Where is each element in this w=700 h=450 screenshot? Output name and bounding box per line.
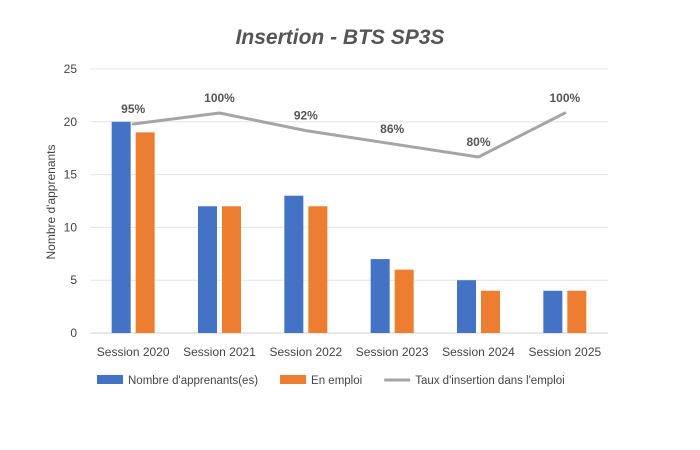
- bar-apprenants: [543, 290, 563, 333]
- legend-label: Nombre d'apprenants(es): [128, 375, 258, 387]
- rate-data-label: 100%: [204, 91, 235, 105]
- rate-data-label: 92%: [294, 109, 318, 123]
- rate-data-label: 100%: [549, 91, 580, 105]
- bars: [111, 121, 587, 333]
- x-tick-label: Session 2025: [528, 345, 601, 359]
- grid-lines: [90, 68, 608, 334]
- rate-data-label: 95%: [121, 102, 145, 116]
- bar-en-emploi: [308, 206, 328, 333]
- y-axis-ticks: 0 5 10 15 20 25: [64, 62, 78, 340]
- bar-en-emploi: [135, 132, 155, 333]
- y-axis-title: Nombre d'apprenants: [44, 144, 58, 259]
- x-tick-label: Session 2023: [356, 345, 429, 359]
- bar-en-emploi: [222, 206, 241, 333]
- bar-apprenants: [111, 121, 131, 333]
- legend-swatch: [97, 375, 123, 384]
- y-tick-label: 20: [64, 115, 78, 129]
- rate-labels: 95% 100% 92% 86% 80% 100%: [121, 91, 580, 149]
- x-tick-label: Session 2020: [97, 345, 170, 359]
- y-tick-label: 5: [70, 273, 77, 287]
- bar-en-emploi: [481, 290, 500, 333]
- bar-apprenants: [370, 259, 390, 333]
- y-tick-label: 10: [64, 220, 78, 234]
- bar-en-emploi: [394, 269, 414, 333]
- y-tick-label: 0: [70, 326, 77, 340]
- y-tick-label: 25: [64, 62, 78, 76]
- x-tick-label: Session 2022: [269, 345, 342, 359]
- legend-swatch: [280, 375, 307, 384]
- chart-title: Insertion - BTS SP3S: [236, 26, 445, 49]
- rate-data-label: 80%: [466, 135, 490, 149]
- x-tick-label: Session 2021: [183, 345, 256, 359]
- x-tick-label: Session 2024: [442, 345, 515, 359]
- y-tick-label: 15: [64, 168, 78, 182]
- x-axis-ticks: Session 2020 Session 2021 Session 2022 Sess…: [97, 345, 602, 359]
- bar-apprenants: [457, 280, 476, 333]
- bar-apprenants: [284, 195, 304, 333]
- bar-en-emploi: [567, 290, 587, 333]
- legend-label: Taux d'insertion dans l'emploi: [415, 375, 565, 387]
- rate-line: [131, 111, 567, 159]
- legend: Nombre d'apprenants(es) En emploi Taux d'i…: [97, 375, 565, 387]
- bar-apprenants: [198, 206, 217, 333]
- legend-label: En emploi: [311, 375, 362, 387]
- rate-line-path: [131, 111, 567, 159]
- rate-data-label: 86%: [380, 122, 404, 136]
